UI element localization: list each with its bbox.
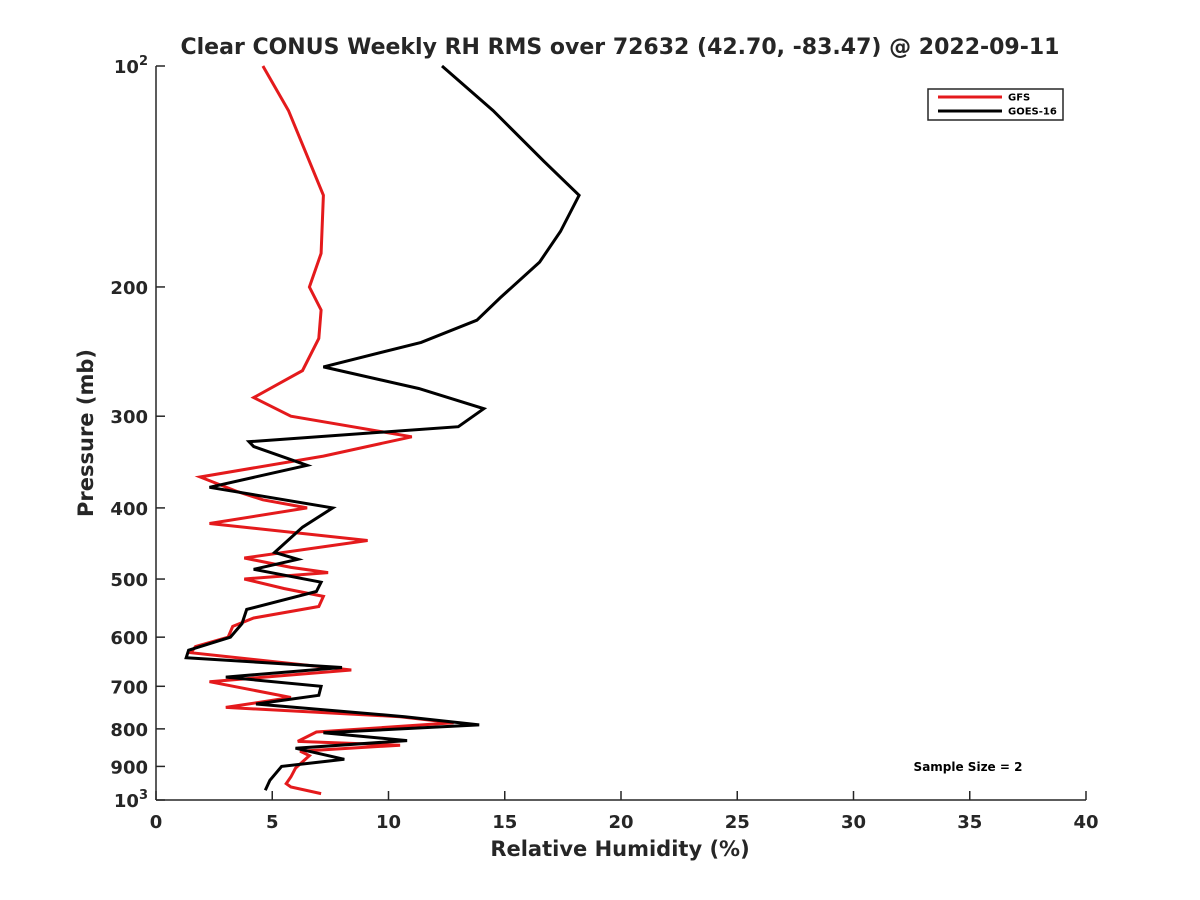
y-tick-label: 900 <box>110 757 148 778</box>
x-tick-label: 20 <box>608 812 633 833</box>
x-tick-label: 40 <box>1073 812 1098 833</box>
x-axis-label: Relative Humidity (%) <box>490 837 749 861</box>
y-tick-label: 600 <box>110 628 148 649</box>
y-tick-label: 500 <box>110 570 148 591</box>
legend: GFS GOES-16 <box>927 88 1064 121</box>
y-axis-label: Pressure (mb) <box>74 349 98 517</box>
sample-size-annotation: Sample Size = 2 <box>914 760 1023 774</box>
y-tick-label: 102 <box>114 54 148 78</box>
chart-title: Clear CONUS Weekly RH RMS over 72632 (42… <box>181 35 1060 60</box>
legend-entry-label: GFS <box>1008 93 1030 104</box>
y-tick-label: 200 <box>110 278 148 299</box>
y-tick-label: 103 <box>114 788 148 812</box>
x-tick-label: 35 <box>957 812 982 833</box>
series-layer <box>184 64 581 796</box>
axes-layer: 0 5 10 15 20 25 30 35 40 102 200 300 400 500 600 700 800… <box>110 54 1098 833</box>
y-tick-label: 400 <box>110 499 148 520</box>
x-tick-label: 5 <box>266 812 279 833</box>
series-line-goes-16 <box>184 64 581 791</box>
x-tick-label: 10 <box>376 812 401 833</box>
y-tick-label: 300 <box>110 407 148 428</box>
x-tick-label: 15 <box>492 812 517 833</box>
legend-entry-label: GOES-16 <box>1008 107 1057 118</box>
x-tick-label: 25 <box>725 812 750 833</box>
y-tick-label: 800 <box>110 720 148 741</box>
x-tick-label: 0 <box>150 812 163 833</box>
legend-box <box>927 88 1064 121</box>
y-tick-label: 700 <box>110 677 148 698</box>
x-tick-label: 30 <box>841 812 866 833</box>
